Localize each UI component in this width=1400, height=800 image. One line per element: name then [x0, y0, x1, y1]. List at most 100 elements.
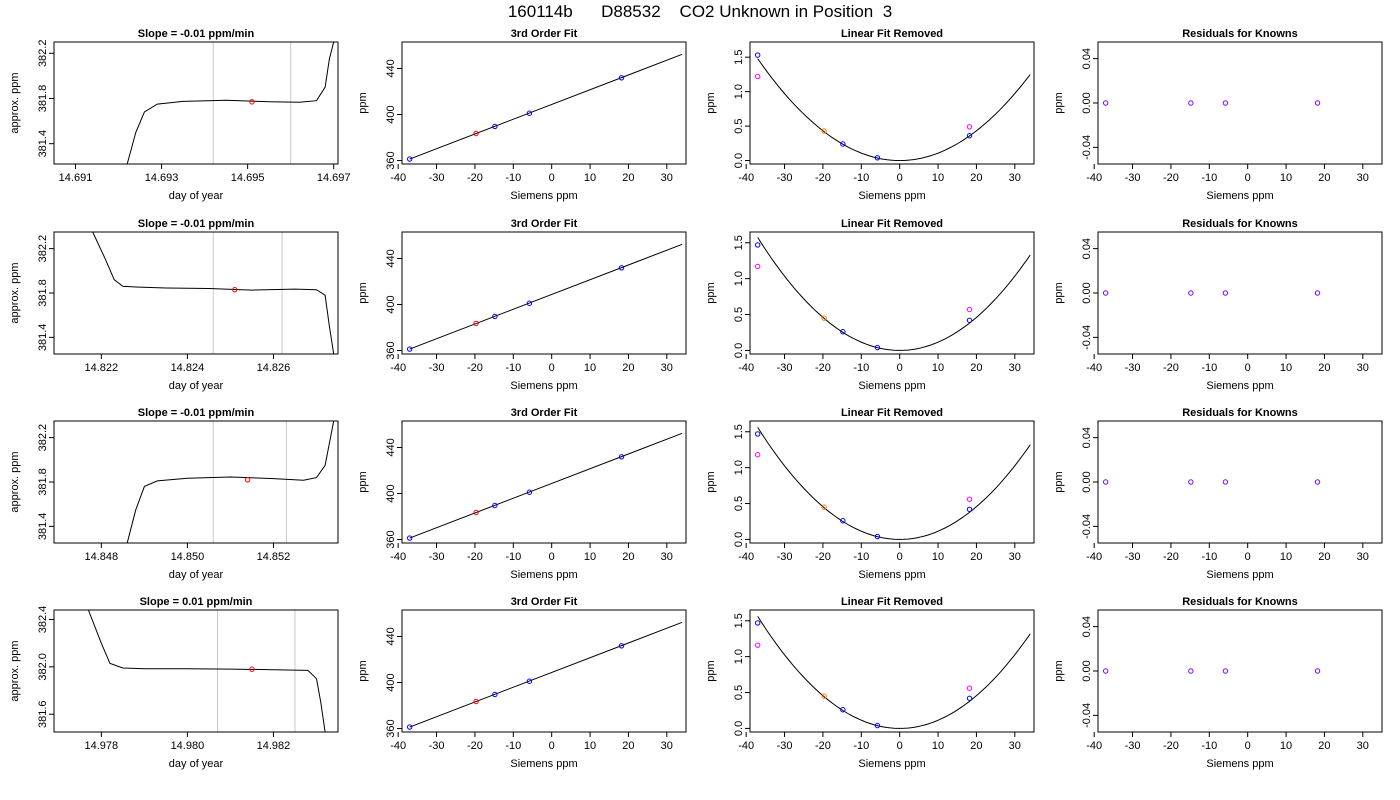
x-tick-label: -10 [1201, 740, 1217, 752]
x-tick-label: -40 [738, 551, 754, 563]
plot-frame [749, 420, 1035, 544]
x-tick-label: -10 [853, 551, 869, 563]
y-tick-label: 1.5 [733, 613, 745, 628]
y-tick-label: 0.5 [733, 685, 745, 700]
x-tick-label: -20 [815, 172, 831, 184]
plot-frame [749, 41, 1035, 165]
x-tick-label: 0 [897, 362, 903, 374]
x-tick-label: 30 [1009, 362, 1021, 374]
data-point [754, 642, 761, 648]
mean-marker [249, 666, 255, 672]
x-tick-label: 20 [1318, 362, 1330, 374]
y-tick-label: 400 [385, 673, 397, 691]
y-tick-label: 400 [385, 105, 397, 123]
panel-2-2: Linear Fit Removed -40 -30 -20 -10 0 10 20 30 0.0… [705, 407, 1035, 581]
x-tick-label: -20 [1163, 172, 1179, 184]
x-tick-label: -30 [429, 172, 445, 184]
data-point [754, 52, 761, 58]
data-point [1222, 290, 1229, 296]
x-axis-label: day of year [169, 569, 224, 581]
panel-title: Slope = 0.01 ppm/min [140, 596, 253, 608]
x-tick-label: 14.695 [231, 172, 265, 184]
x-tick-label: -10 [853, 740, 869, 752]
data-point [618, 265, 625, 271]
data-point [840, 141, 846, 147]
x-tick-label: 30 [661, 740, 673, 752]
panel-3-1: 3rd Order Fit -40 -30 -20 -10 0 10 20 30 360 400 44… [357, 596, 687, 770]
x-tick-label: -40 [390, 172, 406, 184]
y-tick-label: 381.8 [37, 279, 49, 307]
x-tick-label: 20 [1318, 172, 1330, 184]
data-point [840, 518, 846, 524]
panel-2-3: Residuals for Knowns -40 -30 -20 -10 0 10 20 30 -… [1053, 407, 1383, 581]
x-axis-label: day of year [169, 190, 224, 202]
y-tick-label: 381.4 [37, 513, 49, 541]
panel-title: 3rd Order Fit [511, 28, 578, 40]
y-tick-label: 360 [385, 719, 397, 737]
y-axis-label: ppm [357, 660, 369, 681]
x-tick-label: -40 [1086, 362, 1102, 374]
data-point [754, 73, 761, 80]
y-tick-label: 0.00 [1081, 282, 1093, 303]
panel-0-1: 3rd Order Fit -40 -30 -20 -10 0 10 20 30 360 400 44… [357, 28, 687, 202]
data-point [1222, 668, 1229, 674]
data-point [1102, 668, 1109, 674]
data-point [473, 130, 479, 137]
x-tick-label: 10 [584, 551, 596, 563]
data-point [492, 123, 498, 130]
data-point [406, 724, 413, 730]
x-tick-label: -20 [467, 551, 483, 563]
data-point [966, 685, 973, 691]
x-axis-label: Siemens ppm [1206, 380, 1273, 392]
x-tick-label: -30 [1125, 362, 1141, 374]
data-point [840, 707, 846, 713]
data-point [1314, 479, 1321, 485]
y-tick-label: 400 [385, 295, 397, 313]
y-tick-label: 0.00 [1081, 660, 1093, 681]
y-tick-label: -0.04 [1081, 703, 1093, 728]
x-tick-label: -10 [505, 740, 521, 752]
x-tick-label: 0 [1245, 551, 1251, 563]
x-tick-label: -20 [1163, 551, 1179, 563]
x-tick-label: -40 [390, 740, 406, 752]
y-axis-label: ppm [705, 471, 717, 492]
x-tick-label: -20 [815, 551, 831, 563]
x-tick-label: 30 [661, 362, 673, 374]
ppm-series-line [126, 421, 335, 543]
data-point [618, 75, 625, 81]
y-tick-label: 400 [385, 484, 397, 502]
plot-area [87, 610, 326, 732]
x-axis-label: Siemens ppm [858, 758, 925, 770]
x-axis-label: Siemens ppm [510, 758, 577, 770]
y-tick-label: 0.0 [733, 343, 745, 358]
y-axis-label: ppm [705, 92, 717, 113]
plot-frame [53, 420, 339, 544]
x-tick-label: -40 [390, 362, 406, 374]
x-tick-label: -10 [1201, 172, 1217, 184]
data-point [821, 315, 827, 321]
data-point [1188, 100, 1194, 106]
x-tick-label: -30 [1125, 172, 1141, 184]
y-tick-label: 0.00 [1081, 471, 1093, 492]
plot-area [1102, 668, 1321, 674]
x-tick-label: 20 [622, 551, 634, 563]
x-tick-label: 10 [932, 551, 944, 563]
panel-title: Linear Fit Removed [841, 596, 943, 608]
data-point [821, 504, 827, 510]
plot-area [406, 621, 683, 730]
x-axis-label: Siemens ppm [1206, 190, 1273, 202]
y-tick-label: 382.2 [37, 235, 49, 263]
x-axis-label: Siemens ppm [858, 380, 925, 392]
panel-3-2: Linear Fit Removed -40 -30 -20 -10 0 10 20 30 0.0… [705, 596, 1035, 770]
x-tick-label: 20 [622, 172, 634, 184]
plot-frame [53, 231, 339, 355]
x-tick-label: 0 [897, 551, 903, 563]
x-tick-label: -10 [505, 172, 521, 184]
data-point [874, 722, 881, 729]
y-tick-label: 382.2 [37, 424, 49, 452]
panel-1-1: 3rd Order Fit -40 -30 -20 -10 0 10 20 30 360 400 44… [357, 218, 687, 392]
y-tick-label: 382.2 [37, 40, 49, 68]
x-tick-label: 10 [584, 172, 596, 184]
panel-title: 3rd Order Fit [511, 407, 578, 419]
x-tick-label: 0 [1245, 362, 1251, 374]
